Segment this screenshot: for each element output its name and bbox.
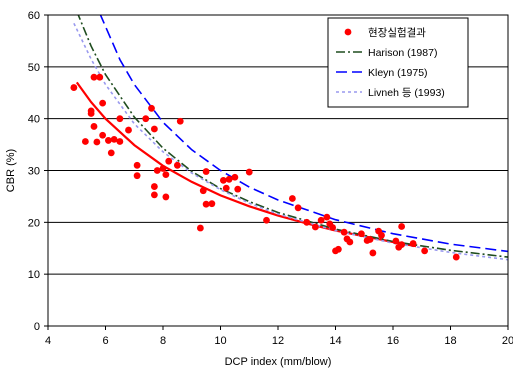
data-point [378, 231, 385, 239]
x-tick-label: 12 [272, 335, 284, 347]
y-tick-label: 60 [28, 10, 40, 22]
data-point [294, 204, 302, 212]
x-tick-label: 18 [444, 335, 456, 347]
data-point [153, 167, 161, 174]
gridlines [48, 66, 508, 275]
data-point [421, 247, 429, 255]
data-point [366, 236, 374, 243]
data-point [104, 137, 112, 144]
x-axis-title: DCP index (mm/blow) [225, 356, 332, 368]
data-point [196, 224, 204, 232]
data-point [263, 216, 270, 224]
data-point [219, 176, 227, 184]
data-point [208, 200, 216, 208]
data-point [70, 84, 78, 91]
data-point [234, 185, 242, 193]
data-point [346, 238, 354, 246]
data-point [99, 131, 107, 139]
data-point [199, 187, 207, 195]
data-point [110, 136, 118, 143]
data-point [133, 161, 141, 169]
data-point [165, 157, 173, 165]
data-point [90, 73, 98, 81]
data-point [329, 224, 337, 231]
data-point [90, 123, 98, 130]
x-tick-label: 14 [329, 335, 341, 347]
x-tick-label: 8 [160, 335, 166, 347]
data-points [70, 73, 460, 261]
data-point [81, 138, 89, 145]
x-tick-label: 10 [214, 335, 226, 347]
x-tick-label: 4 [45, 335, 51, 347]
y-tick-label: 40 [28, 114, 40, 126]
x-tick-label: 6 [102, 335, 108, 347]
data-point [150, 183, 158, 190]
legend-marker-field-results [344, 28, 352, 36]
legend: 현장실험결과 Harison (1987) Kleyn (1975) Livne… [327, 17, 469, 108]
data-point [159, 165, 167, 172]
x-tick-label: 16 [387, 335, 399, 347]
data-point [162, 171, 170, 179]
data-point [148, 104, 155, 112]
legend-label-field-results: 현장실험결과 [368, 27, 426, 39]
data-point [392, 237, 400, 245]
axis-ticks [44, 14, 509, 330]
y-tick-label: 50 [28, 62, 40, 74]
data-point [398, 223, 406, 230]
data-point [125, 126, 132, 134]
y-tick-label: 20 [28, 217, 40, 229]
data-point [398, 241, 406, 249]
y-axis-title: CBR (%) [5, 149, 17, 192]
data-point [87, 107, 95, 115]
curve-livneh [73, 22, 508, 261]
data-point [162, 193, 170, 201]
data-point [323, 213, 331, 221]
data-point [176, 117, 184, 125]
y-tick-labels: 0 10 20 30 40 50 60 [28, 10, 40, 333]
x-tick-labels: 4 6 8 10 12 14 16 18 20 [45, 335, 513, 347]
data-point [452, 253, 460, 261]
legend-label-kleyn: Kleyn (1975) [368, 67, 428, 79]
data-point [303, 218, 311, 226]
data-point [334, 245, 342, 253]
data-point [340, 228, 348, 236]
y-tick-label: 30 [28, 166, 40, 178]
data-point [116, 138, 124, 145]
data-point [222, 184, 230, 192]
data-point [150, 191, 158, 199]
data-point [202, 168, 210, 175]
data-point [96, 73, 104, 81]
data-point [288, 195, 296, 202]
y-tick-label: 0 [34, 321, 40, 333]
data-point [409, 240, 417, 247]
data-point [231, 173, 239, 181]
data-point [245, 168, 253, 176]
legend-label-harison: Harison (1987) [368, 47, 437, 59]
data-point [317, 216, 325, 224]
data-point [99, 99, 107, 107]
data-point [150, 125, 158, 133]
legend-label-livneh: Livneh 등 (1993) [368, 87, 445, 99]
y-tick-label: 10 [28, 269, 40, 281]
data-point [202, 200, 210, 208]
data-point [133, 172, 141, 180]
data-point [369, 249, 377, 257]
x-tick-label: 20 [502, 335, 513, 347]
data-point [116, 115, 124, 123]
legend-box [327, 17, 469, 108]
data-point [311, 223, 319, 231]
data-point [93, 138, 101, 146]
data-point [107, 149, 115, 157]
data-point [142, 115, 150, 123]
data-point [173, 161, 181, 169]
data-point [225, 175, 233, 183]
data-point [357, 230, 365, 238]
